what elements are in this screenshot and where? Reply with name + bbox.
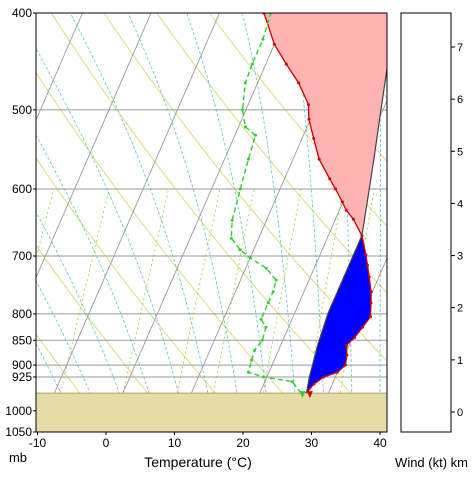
temperature-point [341, 200, 344, 203]
temperature-point [369, 315, 372, 318]
temperature-point [366, 264, 369, 267]
temperature-point [344, 364, 347, 367]
dewpoint-point [264, 326, 267, 329]
km-tick-label: 4 [457, 198, 463, 210]
temperature-point [364, 253, 367, 256]
dewpoint-point [260, 318, 263, 321]
temperature-point [353, 336, 356, 339]
dewpoint-point [247, 158, 250, 161]
y-axis-unit-label: mb [9, 450, 27, 465]
x-tick-label: 40 [373, 436, 387, 450]
y-tick-label: 500 [12, 103, 32, 117]
km-tick-label: 2 [457, 303, 463, 315]
dewpoint-point [247, 371, 250, 374]
temperature-point [307, 103, 310, 106]
temperature-point [361, 326, 364, 329]
dewpoint-point [250, 359, 253, 362]
x-axis-label: Temperature (°C) [144, 454, 252, 470]
dewpoint-point [291, 380, 294, 383]
temperature-point [312, 383, 315, 386]
dewpoint-point [261, 38, 264, 41]
dewpoint-point [254, 134, 257, 137]
wind-frame [401, 13, 451, 432]
dewpoint-point [261, 339, 264, 342]
temperature-point [352, 218, 355, 221]
dewpoint-point [239, 188, 242, 191]
km-tick-label: 5 [457, 146, 463, 158]
below-ground [36, 393, 387, 432]
temperature-point [307, 118, 310, 121]
y-tick-label: 925 [12, 370, 32, 384]
km-tick-label: 1 [457, 355, 463, 367]
temperature-point [334, 188, 337, 191]
wind-axis-label: Wind (kt) km [395, 455, 468, 470]
dewpoint-point [244, 82, 247, 85]
dewpoint-point [275, 279, 278, 282]
temperature-point [312, 137, 315, 140]
km-tick-label: 0 [457, 407, 463, 419]
km-tick-label: 7 [457, 42, 463, 54]
temperature-point [273, 43, 276, 46]
temperature-point [360, 234, 363, 237]
y-tick-label: 1000 [5, 404, 32, 418]
temperature-point [370, 290, 373, 293]
dewpoint-point [262, 376, 265, 379]
x-tick-label: 10 [168, 436, 182, 450]
temperature-point [345, 209, 348, 212]
dewpoint-point [239, 248, 242, 251]
x-tick-label: 20 [236, 436, 250, 450]
dewpoint-point [267, 301, 270, 304]
temperature-point [328, 177, 331, 180]
temperature-point [318, 158, 321, 161]
x-tick-label: -10 [29, 436, 47, 450]
x-tick-label: 0 [103, 436, 110, 450]
y-tick-label: 600 [12, 182, 32, 196]
y-tick-label: 700 [12, 249, 32, 263]
temperature-point [322, 376, 325, 379]
x-tick-label: 30 [305, 436, 319, 450]
temperature-point [345, 344, 348, 347]
dewpoint-point [265, 267, 268, 270]
temperature-point [336, 371, 339, 374]
dewpoint-point [230, 237, 233, 240]
temperature-point [297, 82, 300, 85]
temperature-point [285, 63, 288, 66]
temperature-point [368, 276, 371, 279]
temperature-point [370, 301, 373, 304]
dewpoint-point [241, 108, 244, 111]
km-tick-label: 3 [457, 251, 463, 263]
y-tick-label: 800 [12, 307, 32, 321]
km-tick-label: 6 [457, 94, 463, 106]
dewpoint-point [253, 349, 256, 352]
dewpoint-point [244, 125, 247, 128]
y-tick-label: 850 [12, 333, 32, 347]
dewpoint-point [231, 219, 234, 222]
dewpoint-point [272, 290, 275, 293]
temperature-point [345, 354, 348, 357]
y-tick-label: 400 [12, 6, 32, 20]
dewpoint-point [249, 256, 252, 259]
dewpoint-point [251, 63, 254, 66]
